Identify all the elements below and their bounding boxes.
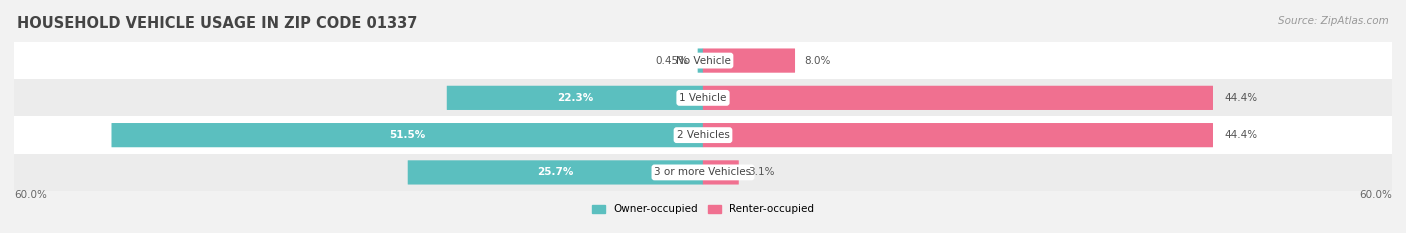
FancyBboxPatch shape: [447, 86, 703, 110]
Text: 60.0%: 60.0%: [14, 190, 46, 200]
Bar: [0, 116, 1406, 154]
FancyBboxPatch shape: [408, 160, 703, 185]
Text: 3.1%: 3.1%: [748, 168, 775, 177]
Text: 0.45%: 0.45%: [655, 56, 689, 65]
Legend: Owner-occupied, Renter-occupied: Owner-occupied, Renter-occupied: [588, 200, 818, 219]
Text: 2 Vehicles: 2 Vehicles: [676, 130, 730, 140]
FancyBboxPatch shape: [703, 86, 1213, 110]
Text: 51.5%: 51.5%: [389, 130, 426, 140]
Text: 25.7%: 25.7%: [537, 168, 574, 177]
Text: HOUSEHOLD VEHICLE USAGE IN ZIP CODE 01337: HOUSEHOLD VEHICLE USAGE IN ZIP CODE 0133…: [17, 16, 418, 31]
FancyBboxPatch shape: [111, 123, 703, 147]
FancyBboxPatch shape: [703, 160, 738, 185]
Text: 60.0%: 60.0%: [1360, 190, 1392, 200]
Text: 44.4%: 44.4%: [1225, 130, 1257, 140]
Bar: [0, 154, 1406, 191]
FancyBboxPatch shape: [703, 48, 794, 73]
FancyBboxPatch shape: [703, 123, 1213, 147]
Text: 8.0%: 8.0%: [804, 56, 831, 65]
Bar: [0, 42, 1406, 79]
Text: 22.3%: 22.3%: [557, 93, 593, 103]
Text: 3 or more Vehicles: 3 or more Vehicles: [654, 168, 752, 177]
Text: Source: ZipAtlas.com: Source: ZipAtlas.com: [1278, 16, 1389, 26]
Text: No Vehicle: No Vehicle: [675, 56, 731, 65]
Text: 44.4%: 44.4%: [1225, 93, 1257, 103]
FancyBboxPatch shape: [697, 48, 703, 73]
Bar: [0, 79, 1406, 116]
Text: 1 Vehicle: 1 Vehicle: [679, 93, 727, 103]
